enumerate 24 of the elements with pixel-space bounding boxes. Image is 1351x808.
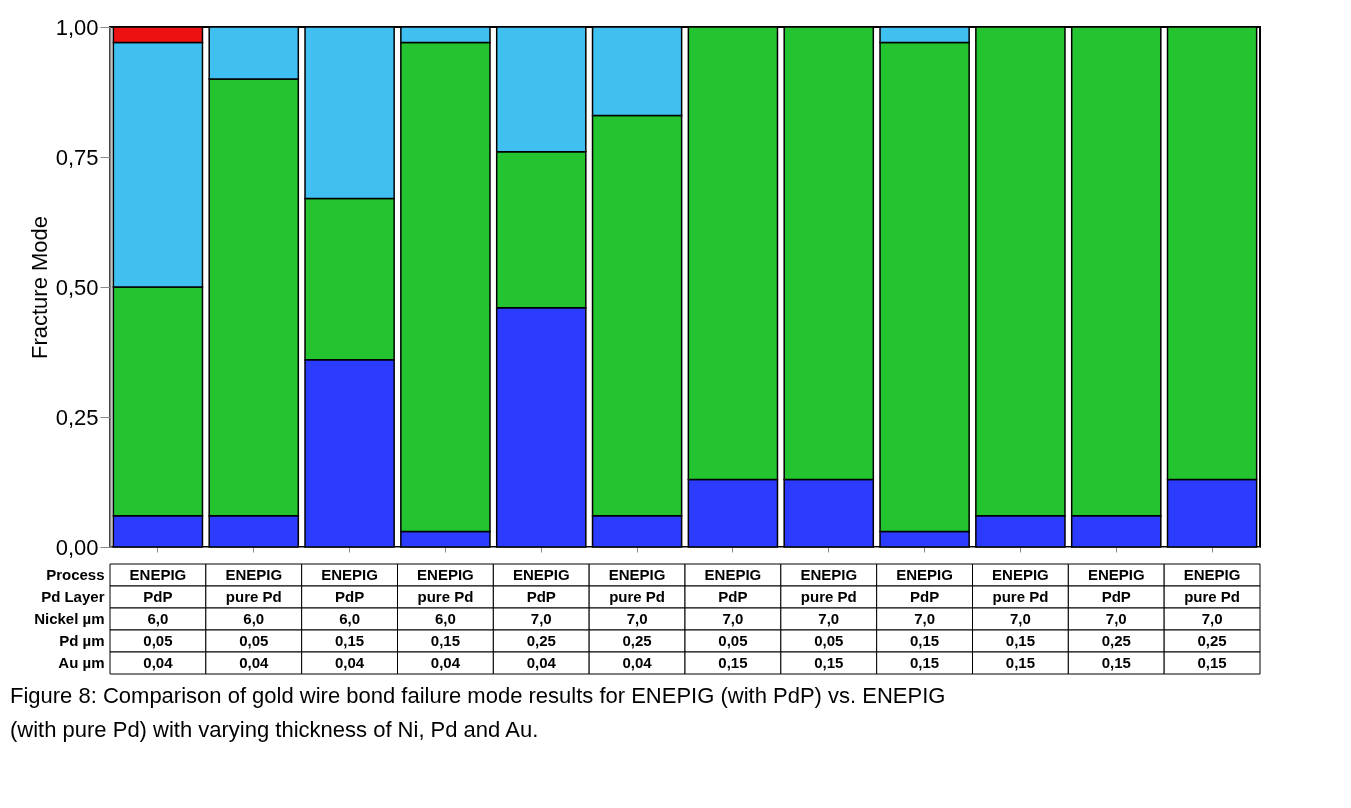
x-tick-label: ENEPIG PdP 6,0 0,05 0,04 xyxy=(129,566,187,671)
x-tick-label: ENEPIG PdP 7,0 0,05 0,15 xyxy=(704,566,762,671)
text: Process xyxy=(46,566,105,583)
y-tick-label: 1,00 xyxy=(55,14,99,40)
text: Nickel µm xyxy=(34,610,105,627)
x-tick-label: ENEPIG pure Pd 7,0 0,25 0,15 xyxy=(1183,566,1241,671)
text: Pd Layer xyxy=(41,588,105,605)
y-tick-label: 0,50 xyxy=(55,274,99,300)
y-tick-label: 0,25 xyxy=(55,404,99,430)
text: Pd µm xyxy=(59,632,105,649)
text: Au µm xyxy=(58,654,105,671)
y-axis-title: Fracture Mode xyxy=(26,215,52,360)
x-tick-label: ENEPIG pure Pd 7,0 0,05 0,15 xyxy=(800,566,858,671)
y-tick-label: 0,75 xyxy=(55,144,99,170)
x-tick-label: ENEPIG pure Pd 6,0 0,05 0,04 xyxy=(225,566,283,671)
y-tick-label: 0,00 xyxy=(55,534,99,560)
x-tick-label: ENEPIG pure Pd 7,0 0,15 0,15 xyxy=(992,566,1049,671)
caption: Figure 8: Comparison of gold wire bond failure mode results for ENEPIG (with PdP) vs. ENEPIG (with pure Pd) with varying thickness of Ni, Pd and Au. xyxy=(10,683,946,742)
x-tick-label: ENEPIG PdP 7,0 0,15 0,15 xyxy=(896,566,953,671)
x-tick-label: ENEPIG PdP 6,0 0,15 0,04 xyxy=(321,566,378,671)
x-tick-label: ENEPIG pure Pd 6,0 0,15 0,04 xyxy=(417,566,474,671)
x-tick-label: ENEPIG PdP 7,0 0,25 0,04 xyxy=(512,566,570,671)
x-tick-label: ENEPIG pure Pd 7,0 0,25 0,04 xyxy=(608,566,666,671)
x-tick-label: ENEPIG PdP 7,0 0,25 0,15 xyxy=(1087,566,1145,671)
